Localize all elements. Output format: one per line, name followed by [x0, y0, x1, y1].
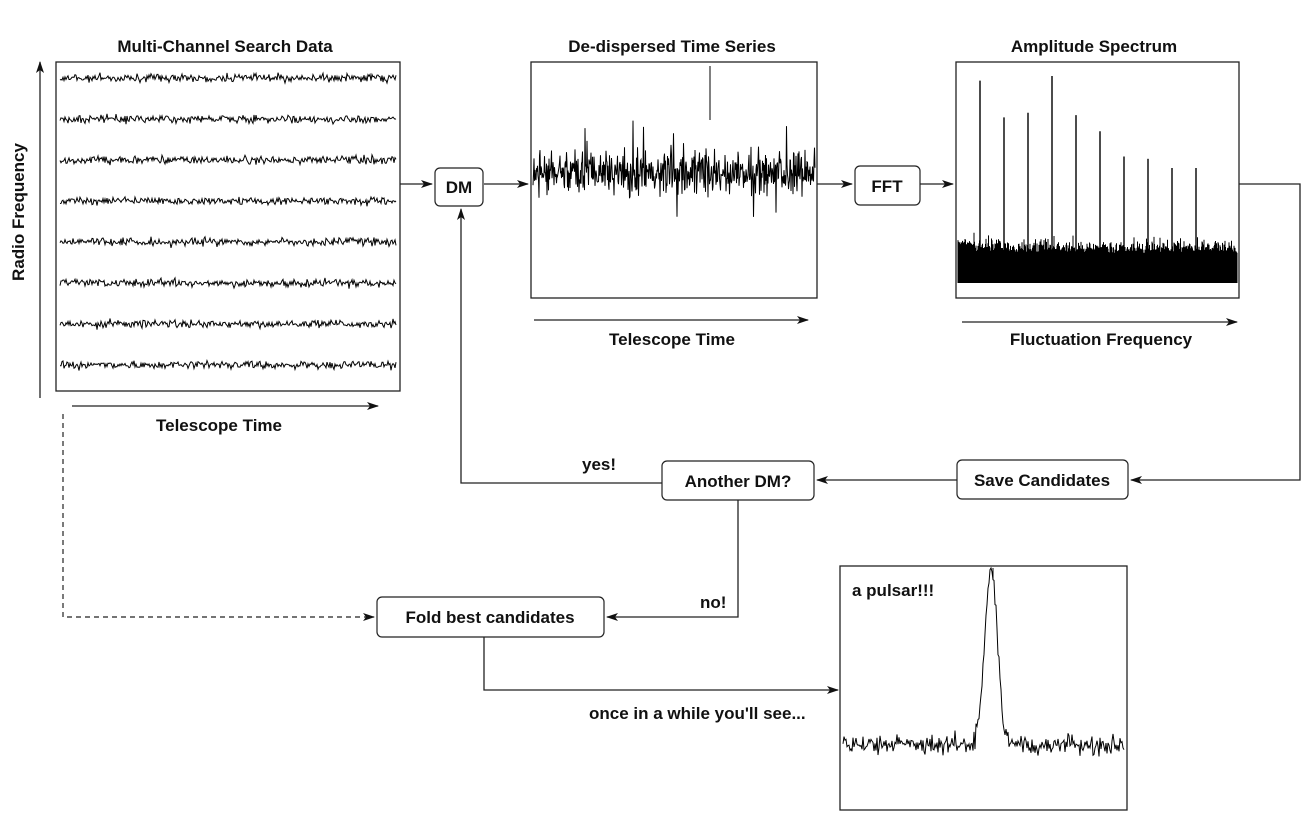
arrow-spectrum-to-save [1130, 183, 1301, 484]
node-save-label: Save Candidates [974, 471, 1110, 490]
time-series-title: De-dispersed Time Series [568, 37, 776, 56]
node-fold: Fold best candidates [376, 596, 605, 638]
channel-traces [59, 71, 397, 372]
channel-trace [59, 195, 397, 207]
channel-trace [60, 358, 397, 372]
arrow-fold-to-profile [483, 637, 839, 694]
spectrum-harmonics [979, 76, 1197, 283]
node-dm-label: DM [446, 178, 472, 197]
spectrum-xlabel: Fluctuation Frequency [1010, 330, 1193, 349]
channel-trace [59, 71, 397, 85]
yes-label: yes! [582, 455, 616, 474]
pulse-profile-trace [842, 566, 1125, 757]
channel-trace [59, 152, 397, 167]
search-time-label: Telescope Time [156, 416, 282, 435]
arrow-yes-to-dm [457, 208, 662, 484]
search-data-panel: Multi-Channel Search Data Radio Frequenc… [9, 37, 401, 435]
node-save-candidates: Save Candidates [956, 459, 1129, 500]
pulsar-annotation: a pulsar!!! [852, 581, 934, 600]
channel-trace [59, 276, 397, 290]
node-fft-label: FFT [871, 177, 903, 196]
time-series-panel: De-dispersed Time Series Telescope Time [530, 37, 818, 349]
no-label: no! [700, 593, 726, 612]
arrow-no-to-fold [606, 500, 739, 621]
profile-panel: a pulsar!!! [839, 565, 1128, 811]
node-dm: DM [434, 167, 484, 207]
channel-trace [59, 235, 397, 249]
profile-frame [839, 565, 1128, 811]
channel-trace [59, 113, 397, 126]
time-series-xlabel: Telescope Time [609, 330, 735, 349]
dashed-data-to-fold [62, 414, 375, 621]
search-data-title: Multi-Channel Search Data [117, 37, 333, 56]
channel-trace [59, 318, 397, 331]
node-fold-label: Fold best candidates [405, 608, 574, 627]
connectors [62, 180, 1301, 694]
search-data-frame [55, 61, 401, 392]
once-in-a-while-label: once in a while you'll see... [589, 704, 806, 723]
radio-frequency-label: Radio Frequency [9, 142, 28, 280]
dedispersed-trace [532, 66, 816, 217]
node-another-dm: Another DM? [661, 460, 815, 501]
node-fft: FFT [854, 165, 921, 206]
node-another-dm-label: Another DM? [685, 472, 792, 491]
spectrum-title: Amplitude Spectrum [1011, 37, 1177, 56]
spectrum-noise-floor [957, 232, 1238, 283]
spectrum-panel: Amplitude Spectrum Fluctuation Frequency [955, 37, 1240, 349]
